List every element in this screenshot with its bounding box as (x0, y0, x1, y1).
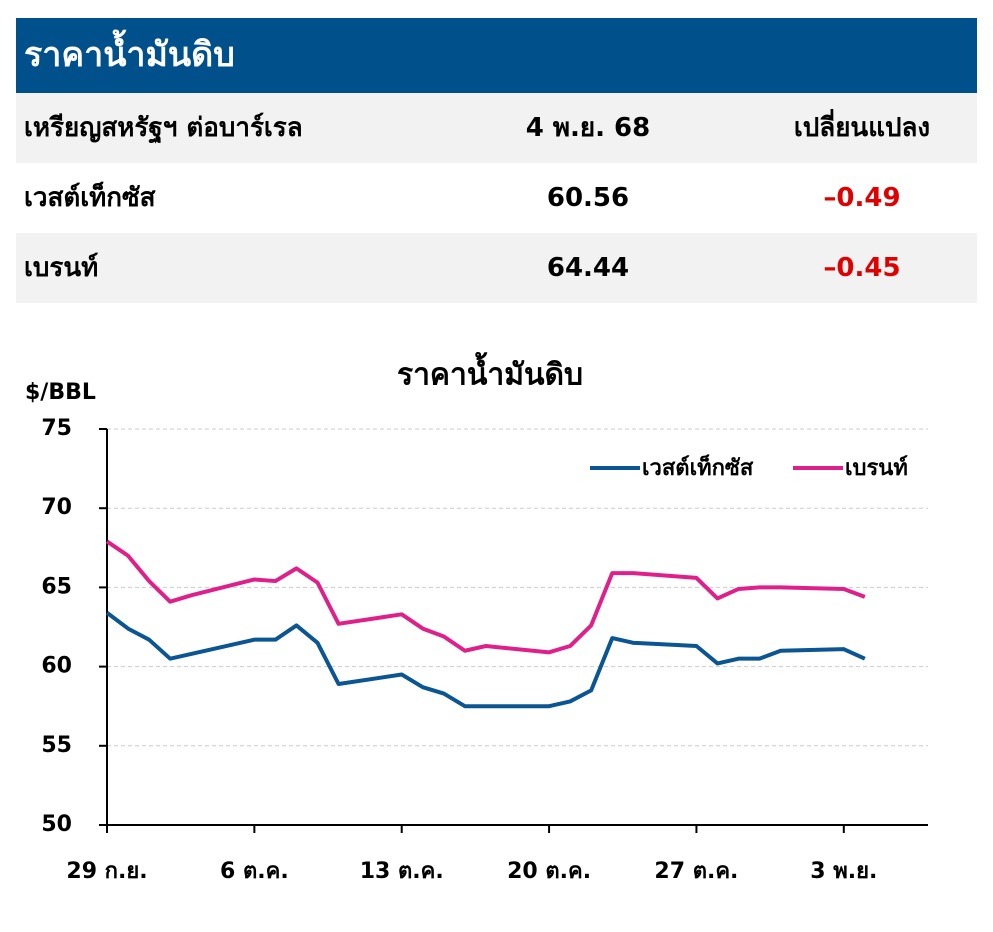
column-header: เปลี่ยนแปลง (793, 113, 931, 143)
x-tick-label: 3 พ.ย. (810, 859, 877, 884)
y-tick-label: 60 (41, 654, 72, 679)
column-header: เหรียญสหรัฐฯ ต่อบาร์เรล (24, 113, 303, 143)
y-axis-label: $/BBL (25, 380, 96, 405)
table-row: เบรนท์ 64.44 –0.45 (16, 233, 977, 303)
series-line (105, 539, 866, 655)
header-title: ราคาน้ำมันดิบ (16, 18, 977, 93)
cell: เวสต์เท็กซัส (24, 183, 156, 213)
cell: –0.45 (823, 253, 901, 283)
cell: –0.49 (823, 183, 901, 213)
y-tick-label: 65 (41, 574, 72, 599)
x-tick-label: 20 ต.ค. (507, 859, 591, 884)
legend-label: เวสต์เท็กซัส (642, 453, 754, 481)
table-row: เวสต์เท็กซัส 60.56 –0.49 (16, 163, 977, 233)
x-tick-label: 29 ก.ย. (66, 859, 147, 884)
y-tick-label: 50 (41, 812, 72, 837)
chart-title: ราคาน้ำมันดิบ (397, 352, 583, 393)
legend-label: เบรนท์ (845, 455, 908, 481)
x-tick-label: 13 ต.ค. (360, 859, 444, 884)
series-line (105, 611, 866, 709)
x-tick-label: 6 ต.ค. (220, 859, 289, 884)
table-header: เหรียญสหรัฐฯ ต่อบาร์เรล 4 พ.ย. 68 เปลี่ย… (16, 93, 977, 163)
y-tick-label: 70 (41, 495, 72, 520)
column-header: 4 พ.ย. 68 (525, 113, 651, 143)
y-tick-label: 75 (41, 416, 72, 441)
cell: เบรนท์ (24, 253, 99, 283)
x-tick-label: 27 ต.ค. (654, 859, 738, 884)
cell: 60.56 (546, 183, 630, 213)
y-tick-label: 55 (41, 733, 72, 758)
cell: 64.44 (546, 253, 630, 283)
